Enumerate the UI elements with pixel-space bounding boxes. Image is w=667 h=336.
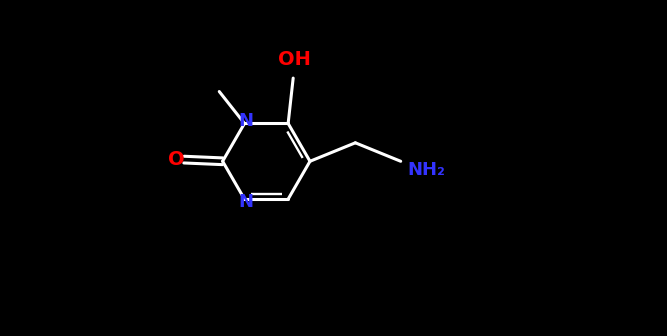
Text: NH₂: NH₂ [407, 161, 445, 179]
Text: OH: OH [278, 50, 311, 69]
Text: N: N [239, 112, 253, 130]
Text: N: N [239, 193, 253, 211]
Text: O: O [168, 150, 185, 169]
